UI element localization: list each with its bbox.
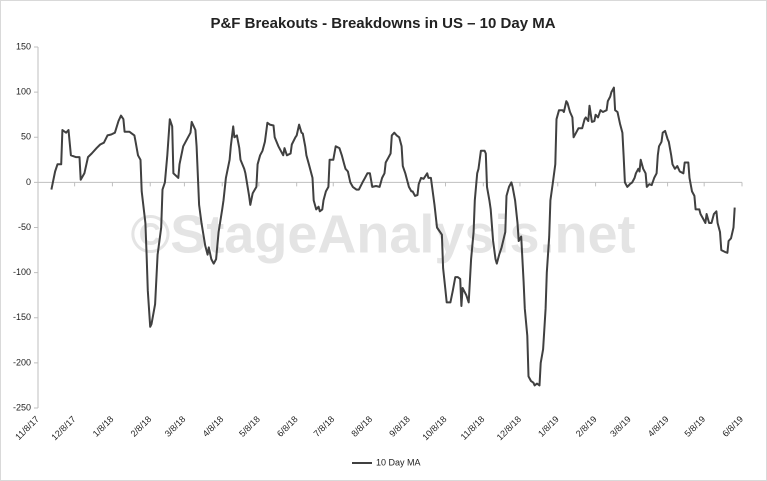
y-tick-label: 50 [21, 132, 31, 142]
legend-label: 10 Day MA [376, 457, 421, 467]
y-tick-label: -50 [18, 222, 31, 232]
y-tick-label: 0 [26, 177, 31, 187]
y-tick-label: -100 [13, 267, 31, 277]
y-tick-label: -150 [13, 312, 31, 322]
y-tick-label: -250 [13, 402, 31, 412]
watermark: ©StageAnalysis.net [131, 204, 636, 264]
y-tick-label: -200 [13, 357, 31, 367]
y-tick-label: 150 [16, 41, 31, 51]
data-line [50, 86, 736, 387]
y-tick-label: 100 [16, 87, 31, 97]
chart-title: P&F Breakouts - Breakdowns in US – 10 Da… [210, 15, 555, 32]
